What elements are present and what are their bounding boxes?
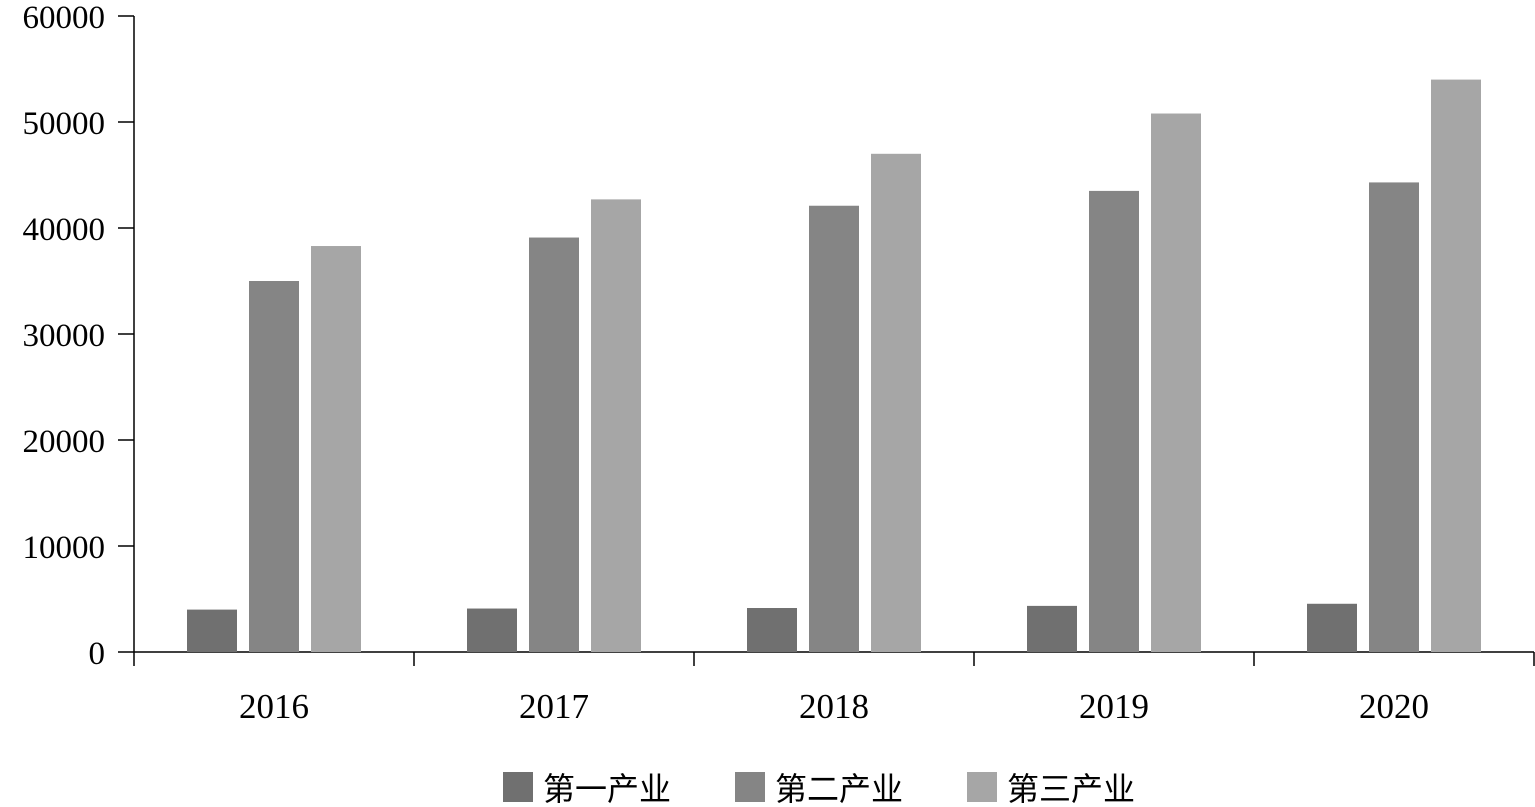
legend-swatch [967,772,997,802]
y-tick-label: 20000 [23,424,106,460]
bar-2019-1 [1027,605,1077,652]
bar-2019-2 [1089,190,1139,652]
bar-2020-1 [1307,603,1357,652]
x-tick-label: 2019 [1079,687,1149,726]
x-tick-label: 2020 [1359,687,1429,726]
y-tick-label: 10000 [23,530,106,566]
bar-2017-2 [529,237,579,653]
y-tick-label: 30000 [23,318,106,354]
y-tick-label: 0 [89,636,106,672]
bar-2019-3 [1151,113,1201,652]
bar-2016-2 [249,281,299,652]
x-tick-label: 2018 [799,687,869,726]
bar-2017-3 [591,199,641,652]
y-tick-label: 40000 [23,212,106,248]
x-tick-label: 2017 [519,687,589,726]
legend-swatch [735,772,765,802]
legend: 第一产业 第二产业 第三产业 [503,771,1135,807]
legend-swatch [503,772,533,802]
bar-2018-3 [871,153,921,653]
y-tick-label: 60000 [23,0,106,36]
bar-2018-1 [747,608,797,652]
x-tick-label: 2016 [239,687,309,726]
x-axis: 2016 2017 2018 2019 2020 [133,651,1535,726]
bar-2016-1 [187,609,237,652]
bar-2017-1 [467,608,517,652]
bar-2020-3 [1431,79,1481,653]
legend-label: 第一产业 [543,771,671,807]
y-tick-label: 50000 [23,106,106,142]
legend-label: 第二产业 [775,771,903,807]
legend-label: 第三产业 [1007,771,1135,807]
y-axis: 0 10000 20000 30000 40000 50000 60000 [23,0,135,672]
bar-2020-2 [1369,182,1419,653]
bar-2018-2 [809,205,859,653]
bar-2016-3 [311,246,361,652]
bars [187,79,1481,653]
